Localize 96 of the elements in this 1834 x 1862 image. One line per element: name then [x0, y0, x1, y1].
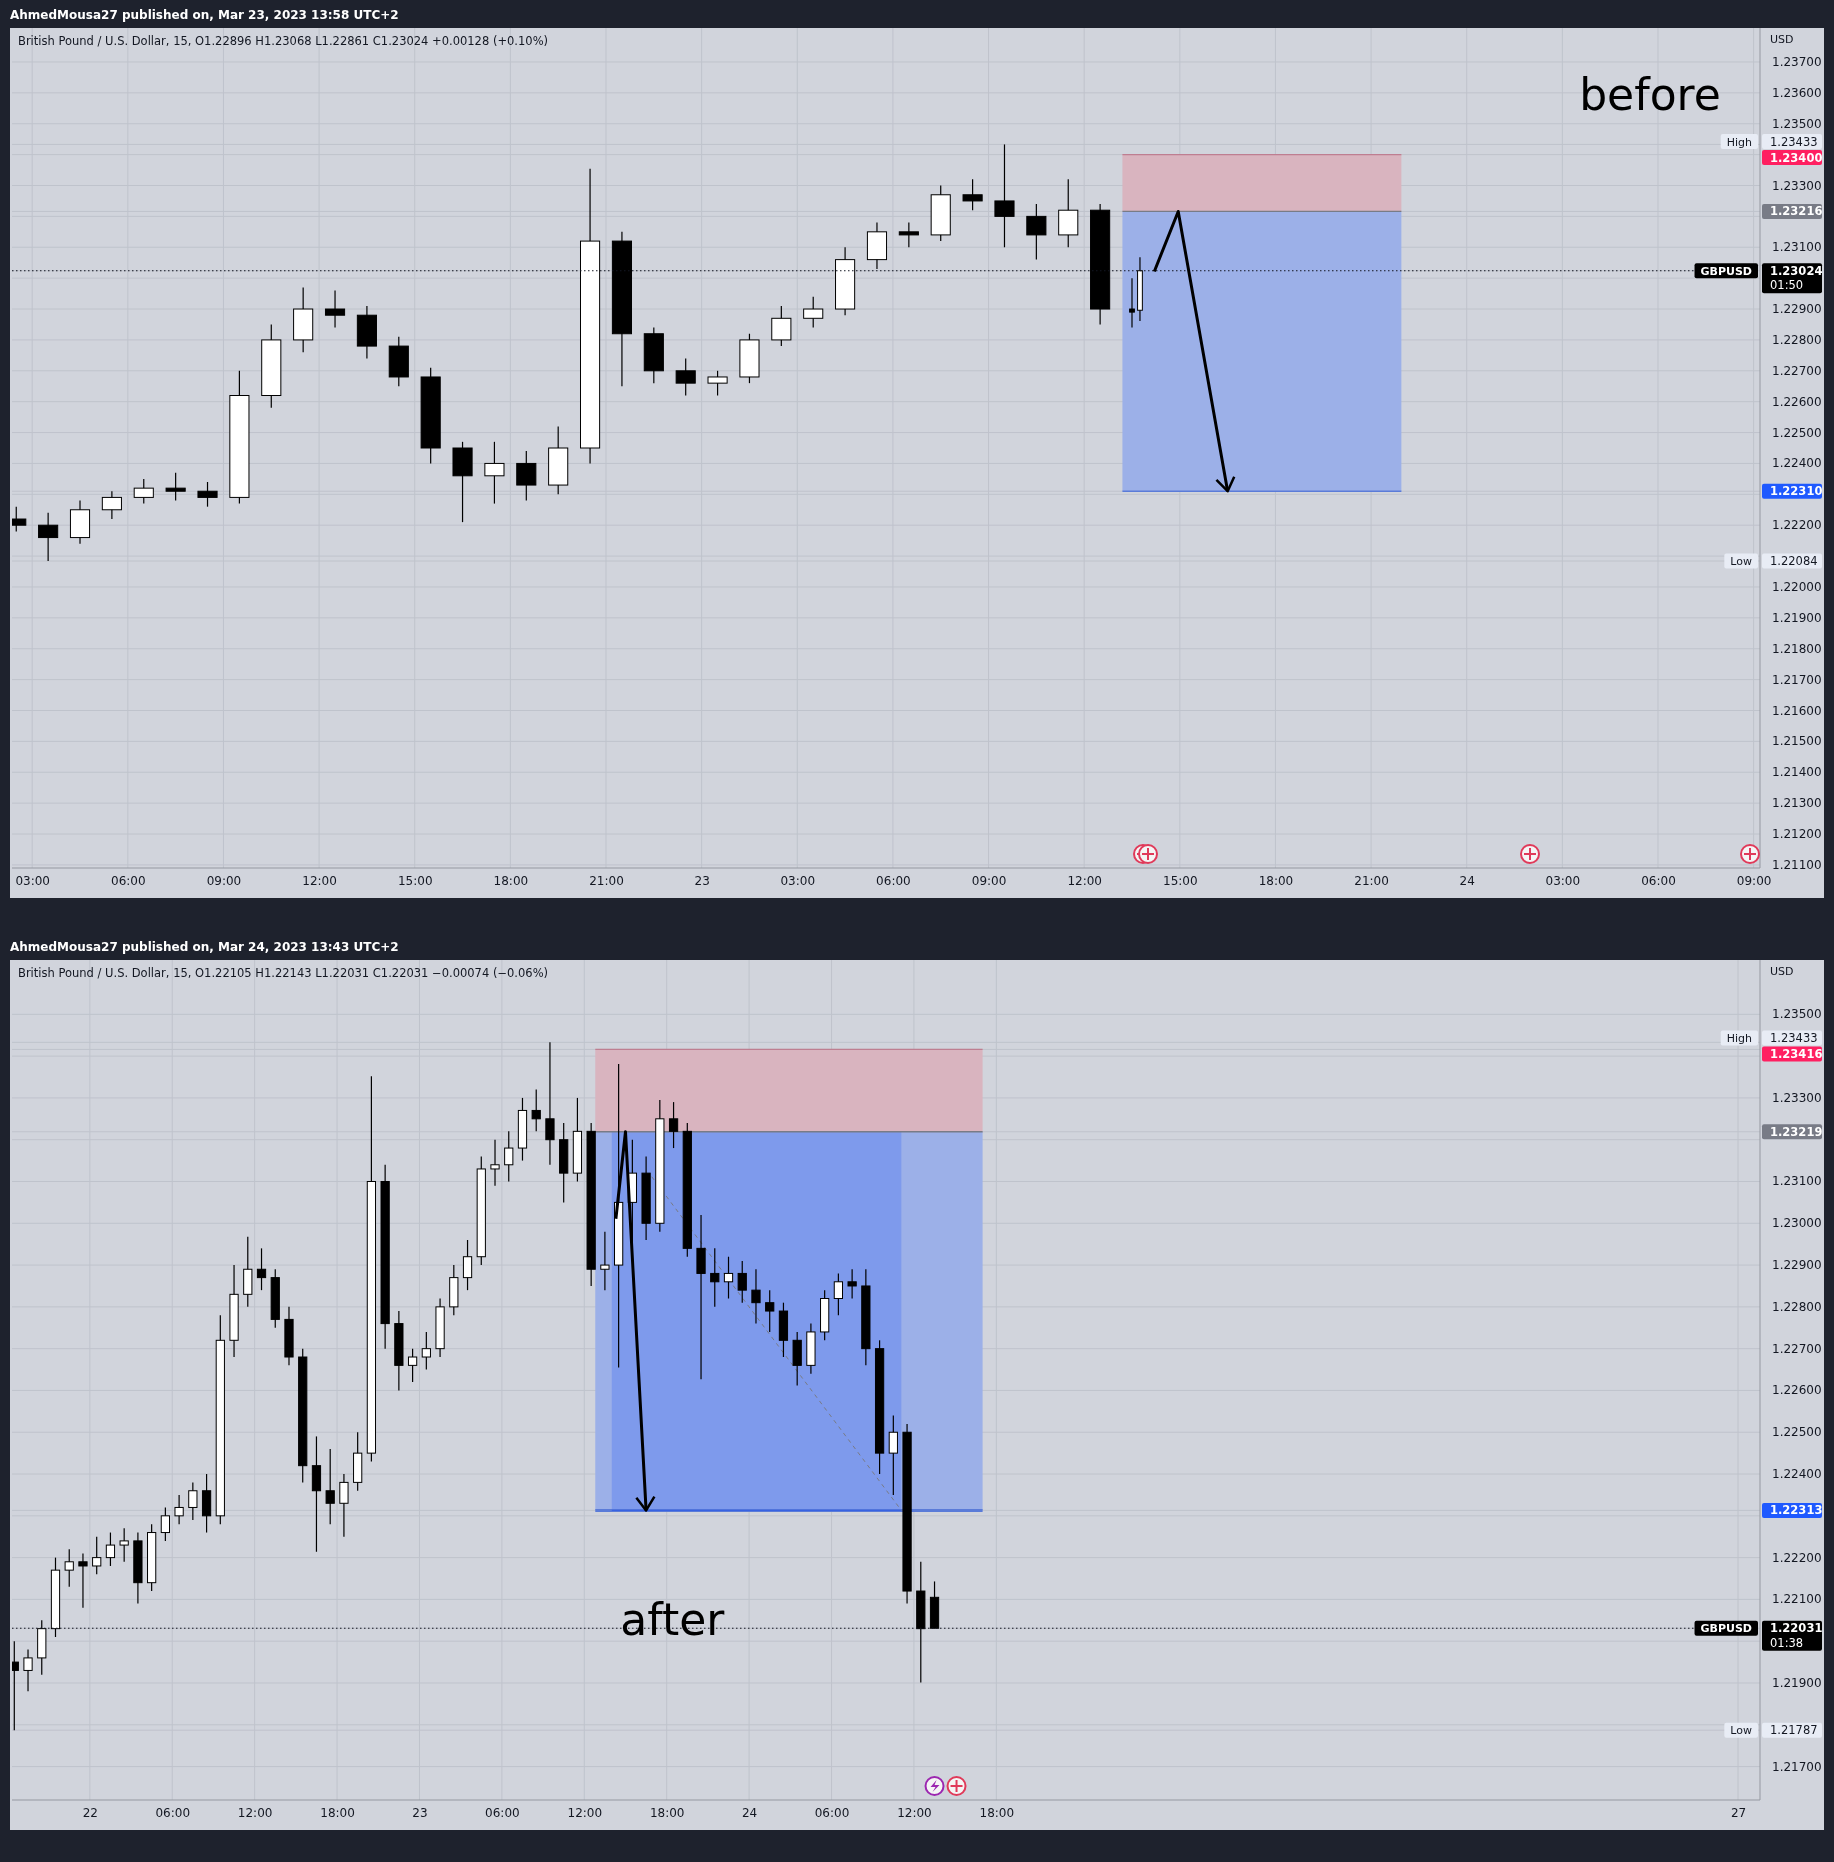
y-tick-label: 1.21100: [1772, 857, 1822, 872]
x-tick-label: 12:00: [1067, 873, 1102, 888]
y-tick-label: 1.22900: [1772, 302, 1822, 317]
y-axis-title: USD: [1770, 33, 1794, 46]
y-tick-label: 1.23433: [1770, 1030, 1818, 1045]
x-tick-label: 12:00: [237, 1805, 273, 1820]
x-tick-label: 18:00: [320, 1805, 355, 1820]
x-tick-label: 21:00: [589, 873, 624, 888]
annotation: after: [620, 1594, 726, 1645]
ref-line-label: GBPUSD: [1700, 264, 1752, 278]
y-tick-label: 1.22700: [1772, 363, 1822, 378]
y-tick-label: 1.23400: [1770, 150, 1823, 165]
y-tick-label: 1.23024: [1770, 263, 1823, 278]
y-tick-label: 1.21700: [1772, 672, 1822, 687]
y-tick-label: 1.23219: [1770, 1124, 1823, 1139]
y-tick-label: 1.23100: [1772, 1174, 1822, 1189]
y-tick-label: 1.22400: [1772, 1467, 1822, 1482]
x-tick-label: 21:00: [1354, 873, 1389, 888]
x-tick-label: 03:00: [780, 873, 816, 888]
y-tick-label: 1.23700: [1772, 54, 1822, 69]
x-tick-label: 09:00: [971, 873, 1007, 888]
x-tick-label: 24: [741, 1805, 758, 1820]
ref-line-label: GBPUSD: [1700, 1622, 1752, 1636]
y-tick-label: 1.21500: [1772, 734, 1822, 749]
y-tick-label: 1.22600: [1772, 394, 1822, 409]
y-tick-label: 1.22500: [1772, 1425, 1822, 1440]
y-tick-label: 1.22100: [1772, 1592, 1822, 1607]
annotation: High: [1726, 135, 1753, 149]
annotation: before: [1579, 69, 1721, 120]
annotation: Low: [1730, 1724, 1752, 1738]
x-tick-label: 18:00: [493, 873, 529, 888]
x-tick-label: 24: [1459, 873, 1475, 888]
x-tick-label: 12:00: [302, 873, 337, 888]
y-tick-label: 1.22400: [1772, 456, 1822, 471]
x-tick-label: 12:00: [897, 1805, 932, 1820]
y-tick-label: 1.21400: [1772, 765, 1822, 780]
x-tick-label: 15:00: [1163, 873, 1198, 888]
x-tick-label: 23: [694, 873, 710, 888]
y-tick-label: 1.22200: [1772, 518, 1822, 533]
x-tick-label: 06:00: [876, 873, 911, 888]
x-tick-label: 03:00: [15, 873, 50, 888]
text: British Pound / U.S. Dollar, 15, O1.22896 H1.23068 L1.22861 C1.23024 +0.00128 (+0.10%): [18, 34, 549, 48]
y-tick-label: 1.22200: [1772, 1550, 1822, 1565]
x-tick-label: 09:00: [206, 873, 242, 888]
x-tick-label: 03:00: [1545, 873, 1581, 888]
x-tick-label: 18:00: [649, 1805, 685, 1820]
y-tick-label: 1.23100: [1772, 240, 1822, 255]
chart-title: AhmedMousa27 published on, Mar 24, 2023 13:43 UTC+2: [10, 940, 399, 954]
x-tick-label: 06:00: [485, 1805, 520, 1820]
annotation: High: [1726, 1031, 1753, 1045]
x-tick-label: 15:00: [397, 873, 433, 888]
x-tick-label: 23: [412, 1805, 428, 1820]
x-tick-label: 18:00: [979, 1805, 1015, 1820]
y-tick-label: 1.22800: [1772, 332, 1822, 347]
y-tick-label: 1.21200: [1772, 827, 1822, 842]
annotation: Low: [1730, 555, 1752, 569]
x-tick-label: 06:00: [1641, 873, 1676, 888]
text: 01:38: [1770, 1635, 1804, 1650]
y-tick-label: 1.22500: [1772, 425, 1822, 440]
y-tick-label: 1.23216: [1770, 204, 1823, 219]
y-tick-label: 1.22800: [1772, 1299, 1822, 1314]
y-tick-label: 1.21700: [1772, 1759, 1822, 1774]
y-tick-label: 1.22700: [1772, 1341, 1822, 1356]
y-tick-label: 1.23433: [1770, 134, 1818, 149]
y-tick-label: 1.21900: [1772, 1675, 1822, 1690]
y-tick-label: 1.23300: [1772, 1090, 1822, 1105]
x-tick-label: 12:00: [567, 1805, 603, 1820]
y-tick-label: 1.23416: [1770, 1046, 1823, 1061]
x-tick-label: 09:00: [1736, 873, 1772, 888]
y-tick-label: 1.22000: [1772, 579, 1822, 594]
y-tick-label: 1.22310: [1770, 484, 1823, 499]
y-tick-label: 1.21300: [1772, 796, 1822, 811]
x-tick-label: 27: [1730, 1805, 1747, 1820]
y-tick-label: 1.21600: [1772, 703, 1822, 718]
y-tick-label: 1.23300: [1772, 178, 1822, 193]
y-tick-label: 1.22084: [1770, 554, 1818, 569]
x-tick-label: 18:00: [1258, 873, 1294, 888]
y-tick-label: 1.21787: [1770, 1723, 1818, 1738]
text: 01:50: [1770, 278, 1804, 293]
y-tick-label: 1.22600: [1772, 1383, 1822, 1398]
y-tick-label: 1.23600: [1772, 85, 1822, 100]
x-tick-label: 06:00: [111, 873, 146, 888]
y-tick-label: 1.23500: [1772, 116, 1822, 131]
text: British Pound / U.S. Dollar, 15, O1.22105 H1.22143 L1.22031 C1.22031 −0.00074 (−0.06%): [18, 966, 549, 980]
chart-title: AhmedMousa27 published on, Mar 23, 2023 13:58 UTC+2: [10, 8, 399, 22]
y-tick-label: 1.23500: [1772, 1007, 1822, 1022]
x-tick-label: 06:00: [814, 1805, 850, 1820]
y-tick-label: 1.22900: [1772, 1258, 1822, 1273]
x-tick-label: 22: [82, 1805, 98, 1820]
y-tick-label: 1.22313: [1770, 1503, 1823, 1518]
y-axis-title: USD: [1770, 965, 1794, 978]
y-tick-label: 1.21800: [1772, 641, 1822, 656]
x-tick-label: 06:00: [155, 1805, 191, 1820]
y-tick-label: 1.21900: [1772, 610, 1822, 625]
y-tick-label: 1.23000: [1772, 1216, 1822, 1231]
y-tick-label: 1.22031: [1770, 1621, 1823, 1636]
